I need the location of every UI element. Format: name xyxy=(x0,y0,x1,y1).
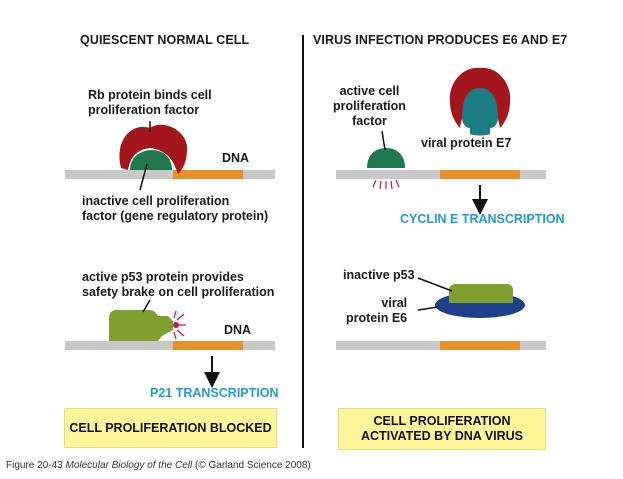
inactive-factor-label-line2: factor (gene regulatory protein) xyxy=(82,209,269,223)
active-factor-label-line3: factor xyxy=(352,114,387,128)
figure-caption: Figure 20-43 Molecular Biology of the Ce… xyxy=(6,460,311,471)
inactive-proliferation-factor xyxy=(130,150,172,170)
active-factor-label: active cell proliferation factor xyxy=(333,84,406,129)
rb-label: Rb protein binds cell proliferation fact… xyxy=(88,88,212,118)
inactive-factor-pointer xyxy=(139,163,148,191)
e6-label-line1: viral xyxy=(381,296,408,310)
active-factor-label-line1: active cell xyxy=(339,84,400,98)
active-factor-label-line2: proliferation xyxy=(333,99,406,113)
e6-label: viral protein E6 xyxy=(346,296,407,326)
e7-label: viral protein E7 xyxy=(421,136,512,150)
active-p53-protein xyxy=(109,310,173,341)
p53-brake-dot xyxy=(173,322,179,328)
caption-credit: (© Garland Science 2008) xyxy=(195,460,311,471)
active-proliferation-factor xyxy=(367,148,405,168)
inactive-p53-pointer xyxy=(417,277,453,292)
inactive-factor-label-line1: inactive cell proliferation xyxy=(82,194,230,208)
result-blocked-box: CELL PROLIFERATION BLOCKED xyxy=(64,408,277,448)
e6-label-line2: protein E6 xyxy=(346,311,408,325)
caption-book-title: Molecular Biology of the Cell xyxy=(65,460,193,471)
rb-protein xyxy=(119,124,188,174)
p53-label-line2: safety brake on cell proliferation xyxy=(82,285,275,299)
p53-label-line1: active p53 protein provides xyxy=(82,270,244,284)
inactive-p53-protein xyxy=(449,284,513,303)
result-activated-box: CELL PROLIFERATION ACTIVATED BY DNA VIRU… xyxy=(338,408,546,450)
dna-strand-left-top xyxy=(65,170,275,179)
dna-strand-right-top xyxy=(336,170,546,179)
p21-transcription-label: P21 TRANSCRIPTION xyxy=(150,386,279,400)
left-panel-heading: QUIESCENT NORMAL CELL xyxy=(80,33,250,47)
active-factor-pointer xyxy=(381,130,386,151)
result-blocked-text: CELL PROLIFERATION BLOCKED xyxy=(69,420,272,435)
right-panel-heading: VIRUS INFECTION PRODUCES E6 AND E7 xyxy=(313,33,568,47)
inactive-factor-label: inactive cell proliferation factor (gene… xyxy=(82,194,268,224)
result-activated-line2: ACTIVATED BY DNA VIRUS xyxy=(360,429,524,443)
caption-figure-number: Figure 20-43 xyxy=(6,460,63,471)
viral-protein-e7 xyxy=(462,88,498,136)
dna-label-bottom: DNA xyxy=(224,323,252,337)
e6-pointer xyxy=(417,306,439,311)
dna-strand-right-bottom xyxy=(336,341,546,350)
p53-pointer xyxy=(142,299,151,313)
p53-label: active p53 protein provides safety brake… xyxy=(82,270,274,300)
active-factor-burst-icon xyxy=(372,179,400,190)
rb-label-line2: proliferation factor xyxy=(88,103,200,117)
rb-label-line1: Rb protein binds cell xyxy=(88,88,212,102)
dna-label-top: DNA xyxy=(222,151,250,165)
dna-strand-left-bottom xyxy=(65,341,275,350)
cyclin-e-transcription-label: CYCLIN E TRANSCRIPTION xyxy=(400,212,565,226)
inactive-p53-label: inactive p53 xyxy=(343,268,415,282)
p53-brake-burst-icon xyxy=(173,310,186,340)
result-activated-line1: CELL PROLIFERATION xyxy=(373,414,511,428)
